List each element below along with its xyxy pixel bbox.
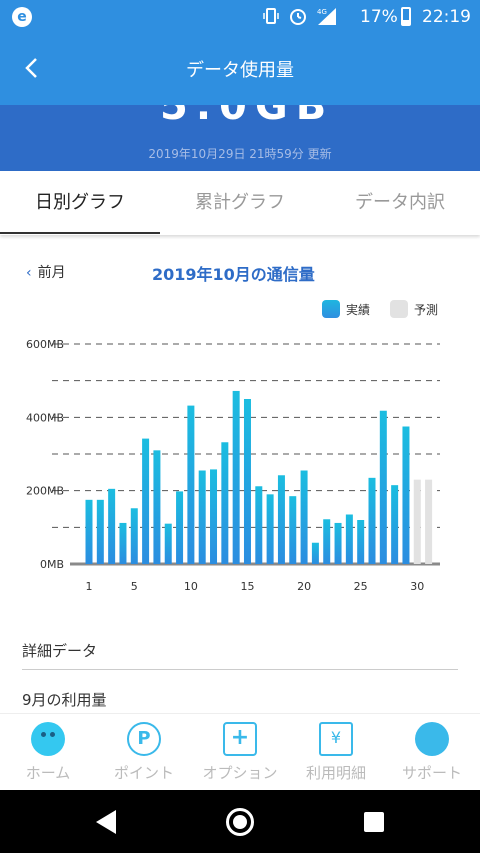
y-tick-label: 0MB <box>40 558 64 571</box>
nav-option[interactable]: + オプション <box>192 722 288 783</box>
divider <box>22 669 458 670</box>
status-icons: 4G <box>262 6 338 30</box>
bar-actual <box>266 494 274 564</box>
bar-actual <box>300 470 308 564</box>
bar-actual <box>391 485 399 564</box>
bar-actual <box>357 520 365 564</box>
x-tick-label: 10 <box>184 580 198 593</box>
signal-icon: 4G <box>316 6 338 30</box>
nav-home[interactable]: ホーム <box>0 722 96 783</box>
bar-forecast <box>425 479 433 564</box>
back-button[interactable] <box>22 53 52 83</box>
prev-month-link[interactable]: ‹ 前月 <box>26 262 66 282</box>
prev-month-usage-heading[interactable]: 9月の利用量 <box>22 691 107 709</box>
page-title: データ使用量 <box>186 60 294 81</box>
active-tab-indicator <box>0 232 160 234</box>
updated-timestamp: 2019年10月29日 21時59分 更新 <box>148 147 332 161</box>
usage-amount: 5.0GB <box>160 105 335 129</box>
bar-actual <box>323 519 331 564</box>
bar-actual <box>311 542 319 564</box>
billing-detail-icon: ¥ <box>319 722 353 756</box>
x-tick-label: 15 <box>240 580 254 593</box>
alarm-icon <box>288 6 308 30</box>
tab-cumulative-graph[interactable]: 累計グラフ <box>195 192 285 213</box>
nav-point[interactable]: P ポイント <box>96 722 192 783</box>
support-headset-icon <box>415 722 449 756</box>
battery-percent: 17% <box>360 7 398 27</box>
legend-actual-label: 実績 <box>346 302 371 317</box>
chart-legend: 実績 予測 <box>322 300 438 318</box>
bar-actual <box>402 426 410 564</box>
y-tick-label: 600MB <box>26 338 64 351</box>
bar-actual <box>255 486 263 564</box>
bar-actual <box>221 442 229 564</box>
bar-actual <box>176 491 184 564</box>
bar-actual <box>130 508 138 564</box>
tab-data-breakdown[interactable]: データ内訳 <box>355 192 445 213</box>
legend-actual-swatch <box>322 300 340 318</box>
home-character-icon <box>31 722 65 756</box>
x-tick-label: 20 <box>297 580 311 593</box>
chart-title: 2019年10月の通信量 <box>152 265 315 284</box>
bar-actual <box>210 469 218 564</box>
bottom-nav: ホーム P ポイント + オプション ¥ 利用明細 サポート <box>0 713 480 790</box>
app-notification-icon: e <box>12 7 32 27</box>
battery-icon <box>401 7 411 26</box>
nav-support[interactable]: サポート <box>384 722 480 783</box>
bar-actual <box>187 405 195 564</box>
nav-point-label: ポイント <box>113 764 174 782</box>
chevron-left-icon: ‹ <box>26 265 32 281</box>
x-tick-label: 30 <box>410 580 424 593</box>
android-nav-bar <box>0 790 480 853</box>
app-header: データ使用量 <box>0 33 480 105</box>
bar-actual <box>277 475 285 564</box>
clock: 22:19 <box>422 7 471 27</box>
bar-actual <box>85 499 93 564</box>
x-tick-label: 25 <box>354 580 368 593</box>
bar-actual <box>379 410 387 564</box>
bar-actual <box>108 488 116 564</box>
bar-actual <box>198 470 206 564</box>
tab-bar: 日別グラフ 累計グラフ データ内訳 <box>0 171 480 235</box>
y-tick-label: 200MB <box>26 485 64 498</box>
bar-actual <box>142 438 150 564</box>
system-home-button[interactable] <box>226 808 254 836</box>
system-recents-button[interactable] <box>364 812 384 832</box>
nav-billing-detail[interactable]: ¥ 利用明細 <box>288 722 384 783</box>
bar-actual <box>164 523 172 564</box>
chevron-left-icon <box>25 58 37 78</box>
nav-home-label: ホーム <box>25 764 71 782</box>
bar-actual <box>368 477 376 564</box>
nav-billing-detail-label: 利用明細 <box>305 764 366 782</box>
nav-option-label: オプション <box>202 764 278 782</box>
bar-actual <box>289 496 297 564</box>
x-tick-label: 5 <box>131 580 138 593</box>
tab-daily-graph[interactable]: 日別グラフ <box>35 192 125 213</box>
bar-actual <box>232 390 240 564</box>
bar-actual <box>119 522 127 564</box>
prev-month-label: 前月 <box>37 265 66 281</box>
detail-data-heading: 詳細データ <box>22 642 98 660</box>
bar-actual <box>334 522 342 564</box>
legend-forecast-label: 予測 <box>414 302 439 317</box>
bar-actual <box>243 399 251 564</box>
bar-actual <box>153 450 161 564</box>
bar-actual <box>345 514 353 564</box>
bar-actual <box>96 499 104 564</box>
x-tick-label: 1 <box>86 580 93 593</box>
usage-summary: 5.0GB 2019年10月29日 21時59分 更新 <box>0 105 480 171</box>
y-tick-label: 400MB <box>26 411 64 424</box>
bar-forecast <box>413 479 421 564</box>
point-icon: P <box>127 722 161 756</box>
option-plus-icon: + <box>223 722 257 756</box>
network-type-label: 4G <box>317 8 327 16</box>
nav-support-label: サポート <box>401 764 462 782</box>
vibrate-icon <box>262 7 280 29</box>
legend-forecast-swatch <box>390 300 409 318</box>
status-bar: e 4G 17% 22:19 <box>0 0 480 33</box>
system-back-button[interactable] <box>96 810 116 834</box>
